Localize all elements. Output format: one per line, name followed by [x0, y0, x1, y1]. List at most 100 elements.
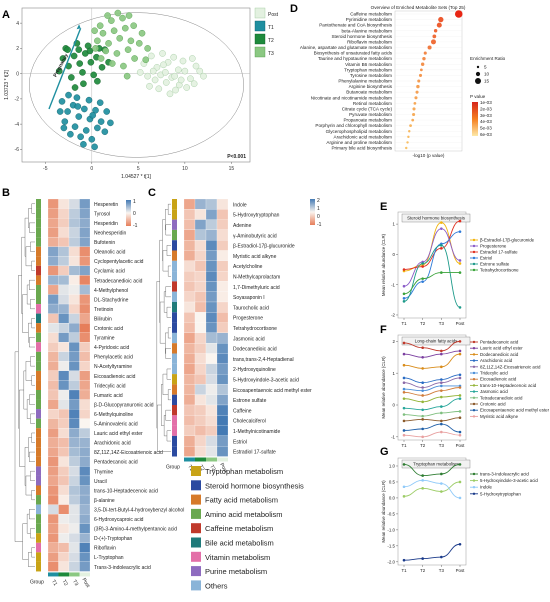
- heatB-cell: [58, 218, 70, 228]
- heatC-cell: [216, 291, 229, 303]
- lineF-series-point: [458, 386, 462, 389]
- lineG-y-tick: -0.5: [387, 511, 395, 516]
- pca-point-post: [171, 72, 178, 80]
- heatB-dendrogram-branch: [31, 203, 35, 214]
- heatB-column-label: T2: [61, 579, 69, 587]
- pca-point-t3: [121, 24, 129, 32]
- heatB-row-label: Neohesperidin: [94, 231, 126, 237]
- heatB-cell: [79, 466, 91, 477]
- color-legend-tick: 1e-03: [480, 100, 492, 105]
- heatB-cell: [68, 542, 80, 553]
- heatC-cell: [216, 353, 229, 364]
- heatB-cell: [79, 552, 91, 562]
- heatB-dendrogram-branch: [28, 437, 32, 458]
- heatC-category-cell: [172, 425, 177, 436]
- lineF-series-point: [421, 355, 424, 359]
- heatC-scale-tick: 1: [317, 206, 320, 212]
- heatB-cell: [68, 533, 80, 543]
- heatB-row-label: Riboflavin: [94, 546, 116, 552]
- heatC-cell: [183, 446, 196, 457]
- enrich-category: Butanoate metabolism: [346, 90, 392, 95]
- heatB-cell: [79, 542, 91, 553]
- enrich-point: [408, 130, 411, 133]
- heatB-dendrogram-branch: [31, 375, 35, 386]
- lineG-series-point: [402, 463, 406, 466]
- pca-point-t2: [79, 69, 86, 76]
- heatB-cell: [79, 342, 91, 352]
- heatB-category-cell: [36, 199, 41, 209]
- heatC-cell: [194, 425, 207, 437]
- heatB-cell: [68, 561, 80, 572]
- enrich-point: [414, 96, 418, 100]
- lineF-legend-label: Jasmonic acid: [480, 389, 508, 394]
- heatB-cell: [68, 456, 80, 467]
- enrich-category: Nicotinate and nicotinamide metabolism: [311, 95, 392, 100]
- heatB-row-label: L-Tryptophan: [94, 555, 124, 561]
- pca-point-t3: [102, 47, 110, 55]
- enrich-point: [420, 62, 425, 66]
- lineF-series-line: [403, 395, 461, 403]
- heatC-category-cell: [172, 363, 177, 375]
- lineG-series-point: [402, 558, 406, 562]
- heatB-dendrogram-branch: [25, 361, 32, 381]
- pca-point-post: [175, 66, 182, 74]
- lineE-legend-label: Estrone sulfate: [480, 262, 510, 267]
- lineF-series-point: [458, 373, 462, 377]
- heatB-row-label: 6-Hydroxycaproic acid: [94, 517, 144, 523]
- lineF-legend-dot: [472, 402, 476, 406]
- lineF-legend-label: Arachidonic acid: [480, 358, 513, 363]
- lineG-legend-label: 5-Hydroxytryptophan: [480, 491, 521, 496]
- heatC-cell: [183, 198, 196, 210]
- heatB-dendrogram-branch: [31, 318, 35, 329]
- heatB-cell: [47, 504, 59, 515]
- heatC-row-label: 5-Hydroxyindole-3-acetic acid: [233, 378, 299, 384]
- pca-point-t2: [98, 64, 106, 71]
- heatC-cell: [216, 343, 229, 354]
- lineE-legend-dot: [472, 250, 476, 254]
- pca-point-t2: [76, 60, 83, 67]
- pca-point-t1: [60, 124, 68, 132]
- lineE-series-point: [458, 306, 462, 309]
- heatB-cell: [47, 208, 59, 219]
- heatB-cell: [79, 428, 91, 438]
- size-legend-dot: [476, 65, 480, 69]
- pca-point-t1: [107, 119, 114, 127]
- lineE-series-point: [421, 280, 424, 283]
- heatB-category-cell: [36, 380, 41, 390]
- heatB-cell: [58, 418, 70, 429]
- heatC-category-cell: [172, 250, 177, 261]
- heatC-cell: [216, 404, 229, 416]
- heatC-cell: [205, 271, 218, 282]
- heatC-cell: [205, 229, 218, 241]
- lineF-y-tick: -1: [391, 434, 395, 439]
- pca-point-t1: [92, 106, 99, 114]
- heatB-cell: [47, 552, 59, 562]
- lineF-series-point: [440, 411, 443, 415]
- pca-y-tick: 2: [16, 46, 19, 52]
- heatB-dendrogram-branch: [23, 370, 28, 410]
- heatC-cell: [183, 425, 196, 437]
- pca-point-post: [190, 80, 198, 88]
- heatmap-c: Indole 5-Hydroxytryptophan Adenine γ-Aminob…: [156, 198, 322, 474]
- heatB-dendrogram-branch: [22, 294, 29, 333]
- enrichment-plot: Overview of Enriched Metabolite Sets (To…: [300, 5, 506, 158]
- heatC-cell: [216, 322, 229, 334]
- pca-point-t3: [108, 17, 115, 24]
- heatB-dendrogram-branch: [28, 322, 32, 343]
- heatB-dendrogram-branch: [30, 470, 35, 481]
- heatC-dendrogram-branch: [167, 265, 171, 277]
- lineE-legend-label: Estradiol 17-sulfate: [480, 250, 518, 255]
- heatC-cell: [205, 374, 218, 385]
- heatB-category-cell: [36, 495, 41, 505]
- lineF-series-point: [402, 352, 406, 356]
- heatB-cell: [68, 409, 80, 419]
- lineE-legend-dot: [472, 268, 476, 272]
- heatB-cell: [47, 361, 59, 372]
- heatC-cell: [205, 301, 218, 313]
- lineE-series-line: [403, 220, 461, 270]
- lineG-legend-dot: [472, 472, 476, 476]
- lineF-series-point: [458, 416, 462, 420]
- heatB-row-label: Uracil: [94, 479, 107, 485]
- enrich-category: Primary bile acid biosynthesis: [331, 146, 392, 151]
- heatB-row-label: Tyramine: [94, 336, 115, 342]
